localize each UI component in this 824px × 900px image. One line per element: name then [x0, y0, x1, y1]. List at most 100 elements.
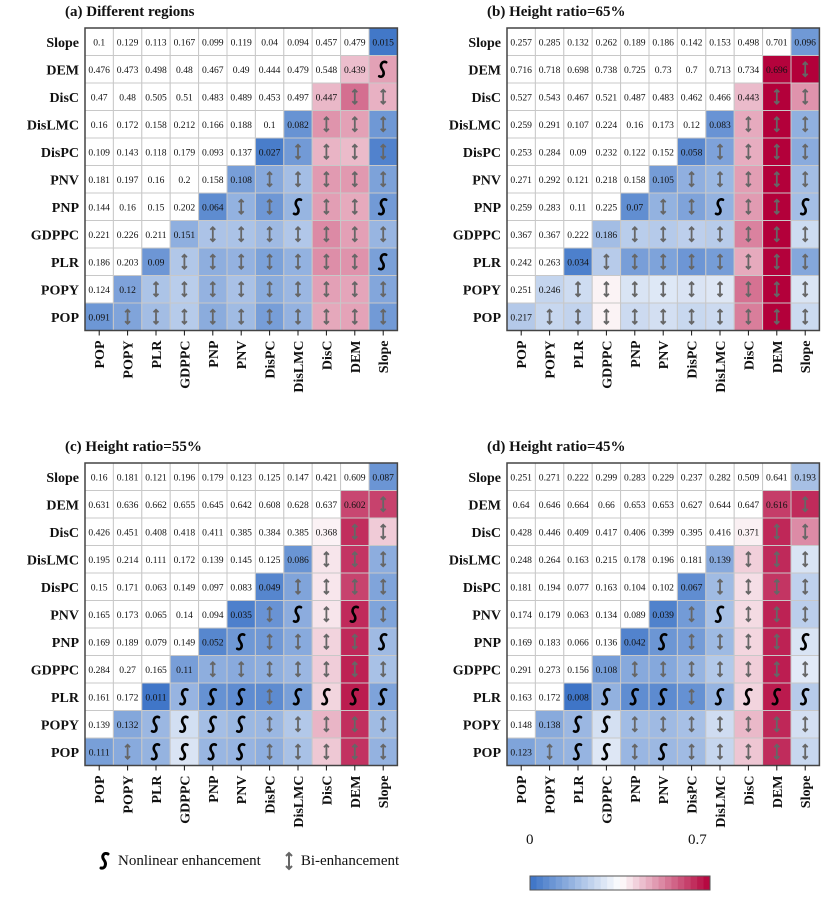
s-curve-icon	[235, 715, 246, 733]
cell-value: 0.108	[596, 665, 618, 676]
cell-value: 0.246	[539, 285, 561, 296]
double-arrow-icon	[716, 253, 724, 271]
cell-value: 0.66	[598, 500, 615, 511]
double-arrow-icon	[294, 715, 302, 733]
s-curve-icon	[99, 852, 110, 870]
cell-value: 0.134	[596, 610, 618, 621]
row-label: PNV	[472, 608, 501, 623]
cell-value: 0.647	[738, 500, 760, 511]
cell-value: 0.48	[119, 92, 136, 103]
double-arrow-icon	[209, 308, 216, 326]
cell-value: 0.202	[174, 202, 196, 213]
s-curve-icon	[207, 743, 218, 761]
cell-value: 0.417	[596, 527, 618, 538]
heatmap-cell	[676, 462, 707, 491]
row-label: POP	[473, 311, 501, 326]
double-arrow-icon	[688, 280, 695, 298]
cell-value: 0.149	[174, 637, 196, 648]
s-curve-icon	[377, 633, 388, 651]
double-arrow-icon	[380, 523, 387, 541]
column-label: GDPPC	[600, 776, 615, 824]
double-arrow-icon	[802, 715, 809, 733]
cell-value: 0.367	[510, 230, 532, 241]
cell-value: 0.063	[567, 610, 589, 621]
cell-value: 0.136	[596, 637, 618, 648]
double-arrow-icon	[285, 851, 293, 871]
cell-value: 0.011	[145, 692, 166, 703]
cell-value: 0.144	[88, 202, 110, 213]
cell-value: 0.113	[145, 37, 166, 48]
double-arrow-icon	[773, 605, 780, 623]
cell-value: 0.262	[596, 37, 618, 48]
cell-value: 0.716	[510, 65, 532, 76]
heatmap-cell	[534, 627, 565, 656]
cell-value: 0.221	[88, 230, 110, 241]
colorbar-segment	[658, 876, 666, 890]
double-arrow-icon	[380, 143, 387, 161]
s-curve-icon	[771, 688, 782, 706]
cell-value: 0.12	[683, 120, 700, 131]
heatmap-cell	[648, 710, 678, 739]
column-label: DisLMC	[292, 341, 307, 393]
cell-value: 0.548	[316, 65, 338, 76]
heatmap-cell	[534, 110, 565, 139]
cell-value: 0.271	[539, 472, 561, 483]
colorbar-segment	[703, 876, 711, 890]
double-arrow-icon	[802, 143, 809, 161]
double-arrow-icon	[773, 715, 780, 733]
cell-value: 0.181	[510, 582, 532, 593]
cell-value: 0.125	[259, 555, 281, 566]
double-arrow-icon	[266, 743, 273, 761]
s-curve-icon	[743, 688, 753, 706]
double-arrow-icon	[323, 143, 330, 161]
heatmap-cell	[591, 192, 622, 221]
cell-value: 0.47	[91, 92, 108, 103]
heatmap-cell	[311, 517, 342, 546]
heatmap-cell	[620, 600, 650, 629]
double-arrow-icon	[688, 225, 695, 243]
double-arrow-icon	[351, 198, 358, 216]
column-label: DisPC	[686, 776, 701, 814]
colorbar-segment	[684, 876, 692, 890]
cell-value: 0.229	[652, 472, 674, 483]
double-arrow-icon	[773, 308, 780, 326]
heatmap-cell	[620, 627, 650, 656]
s-curve-icon	[377, 253, 388, 271]
legend: Nonlinear enhancement Bi-enhancement	[98, 851, 399, 871]
heatmap-cell	[591, 55, 622, 84]
heatmap-cell	[112, 627, 143, 656]
cell-value: 0.284	[88, 665, 110, 676]
heatmap-cell	[226, 572, 256, 601]
cell-value: 0.123	[230, 472, 252, 483]
cell-value: 0.16	[91, 472, 108, 483]
cell-value: 0.225	[596, 202, 618, 213]
row-label: PLR	[51, 256, 80, 271]
double-arrow-icon	[745, 225, 752, 243]
heatmap-cell	[676, 490, 707, 519]
cell-value: 0.065	[145, 610, 167, 621]
column-label: GDPPC	[600, 341, 615, 389]
heatmap-cell	[169, 137, 200, 166]
double-arrow-icon	[773, 170, 780, 188]
heatmap-cell	[620, 572, 650, 601]
double-arrow-icon	[351, 280, 358, 298]
cell-value: 0.215	[596, 555, 618, 566]
cell-value: 0.158	[145, 120, 167, 131]
heatmap-cell	[169, 82, 200, 111]
s-curve-icon	[179, 743, 189, 761]
double-arrow-icon	[380, 280, 387, 298]
cell-value: 0.646	[539, 500, 561, 511]
double-arrow-icon	[688, 253, 695, 271]
double-arrow-icon	[716, 660, 724, 678]
column-label: Slope	[377, 776, 392, 809]
double-arrow-icon	[631, 660, 638, 678]
double-arrow-icon	[688, 170, 695, 188]
cell-value: 0.259	[510, 202, 532, 213]
double-arrow-icon	[380, 578, 387, 596]
cell-value: 0.179	[174, 147, 196, 158]
double-arrow-icon	[716, 225, 724, 243]
double-arrow-icon	[351, 225, 358, 243]
column-label: PNV	[235, 341, 250, 370]
cell-value: 0.299	[596, 472, 618, 483]
heatmap-cell	[226, 165, 256, 194]
